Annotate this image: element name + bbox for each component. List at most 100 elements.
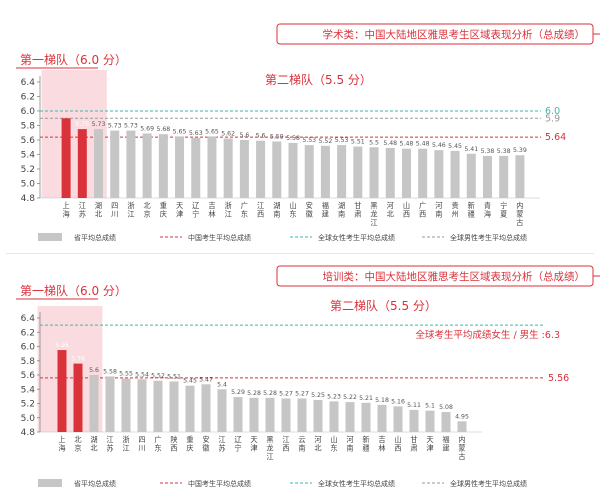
bar	[369, 147, 379, 198]
bar	[153, 380, 163, 432]
legend-label: 中国考生平均总成绩	[188, 233, 251, 242]
y-tick-label: 6.0	[21, 343, 36, 353]
tier2-label: 第二梯队（5.5 分）	[265, 72, 372, 87]
legend-label: 中国考生平均总成绩	[188, 479, 251, 488]
bar	[265, 397, 275, 432]
legend-label: 全球女性考生平均总成绩	[318, 479, 395, 488]
bar-value-label: 5.73	[108, 123, 122, 130]
category-label: 河南	[435, 201, 442, 219]
y-tick-label: 6.4	[21, 314, 36, 324]
legend-label: 全球男性考生平均总成绩	[450, 479, 527, 488]
chart-title: 培训类：中国大陆地区雅思考生区域表现分析（总成绩）	[323, 270, 586, 283]
bar-value-label: 5.6	[239, 132, 249, 139]
legend-label: 全球男性考生平均总成绩	[450, 233, 527, 242]
category-label: 甘肃	[410, 435, 417, 453]
category-label: 天津	[250, 435, 257, 453]
legend-label: 全球女性考生平均总成绩	[318, 233, 395, 242]
bar	[201, 384, 211, 432]
category-label: 青海	[484, 201, 491, 219]
bar-value-label: 5.62	[221, 131, 235, 138]
bar	[482, 155, 492, 198]
bar	[185, 385, 195, 432]
y-tick-label: 5.2	[21, 165, 35, 175]
bar-value-label: 5.38	[497, 148, 511, 155]
category-label: 江西	[257, 201, 264, 219]
category-label: 湖南	[273, 201, 280, 219]
y-tick-label: 5.6	[21, 371, 36, 381]
bar-value-label: 5.48	[383, 140, 397, 147]
category-label: 广东	[154, 435, 161, 453]
bar	[393, 406, 403, 432]
tier2-label: 第二梯队（5.5 分）	[330, 298, 437, 313]
chart-title: 学术类：中国大陆地区雅思考生区域表现分析（总成绩）	[323, 28, 586, 41]
bar	[441, 412, 451, 432]
bar-value-label: 5.51	[351, 139, 365, 146]
bar	[121, 378, 131, 432]
bar-value-label: 5.5	[369, 139, 379, 146]
bar	[345, 402, 355, 432]
bar	[77, 129, 87, 198]
bar-value-label: 5.39	[513, 147, 527, 154]
category-label: 广东	[241, 201, 248, 219]
bar-value-label: 5.63	[189, 130, 203, 137]
academic-bar-chart: 学术类：中国大陆地区雅思考生区域表现分析（总成绩） 第一梯队（6.0 分） 第二梯队…	[16, 23, 600, 242]
bar	[233, 397, 243, 432]
bar	[89, 375, 99, 432]
panel-divider	[6, 253, 594, 254]
y-tick-label: 5.4	[21, 151, 36, 161]
y-tick-label: 6.2	[21, 93, 35, 103]
bar-value-label: 5.25	[311, 392, 325, 399]
bar	[288, 142, 298, 198]
category-label: 辽宁	[192, 201, 199, 219]
y-tick-label: 4.8	[21, 194, 36, 204]
bar	[304, 145, 314, 198]
reference-line-label: 5.56	[548, 373, 569, 384]
general-training-bar-chart: 培训类：中国大陆地区雅思考生区域表现分析（总成绩） 第一梯队（6.0 分） 第二梯队…	[16, 265, 600, 488]
bar	[313, 399, 323, 432]
bar-value-label: 5.18	[375, 397, 389, 404]
bar	[297, 398, 307, 432]
bar	[434, 150, 444, 198]
y-tick-label: 4.8	[21, 428, 36, 438]
y-tick-label: 5.0	[21, 414, 36, 424]
legend-label: 省平均总成绩	[74, 233, 116, 242]
category-label: 安徽	[306, 201, 314, 219]
bar-value-label: 5.48	[400, 141, 414, 148]
category-label: 湖北	[90, 435, 97, 453]
bar	[61, 118, 71, 198]
category-label: 四川	[111, 201, 118, 219]
y-tick-label: 6.0	[21, 107, 36, 117]
bar-value-label: 5.23	[327, 393, 341, 400]
category-label: 安徽	[202, 435, 210, 453]
bar-value-label: 5.38	[481, 148, 495, 155]
bar-value-label: 5.41	[464, 146, 478, 153]
bar-value-label: 5.6	[89, 367, 99, 374]
category-label: 天津	[426, 435, 433, 453]
tier1-label: 第一梯队（6.0 分）	[20, 52, 127, 67]
bar-value-label: 5.28	[247, 390, 261, 397]
global-average-annotation: 全球考生平均成绩女生 / 男生 :6.3	[415, 329, 560, 341]
bar	[409, 409, 419, 432]
bar	[272, 141, 282, 198]
bar-value-label: 5.58	[286, 135, 300, 142]
bar-value-label: 5.16	[391, 398, 405, 405]
bar	[450, 150, 460, 198]
category-label: 天津	[176, 201, 183, 219]
bar	[142, 133, 152, 198]
bar-value-label: 5.21	[359, 395, 373, 402]
category-label: 上海	[58, 435, 65, 453]
bar-value-label: 5.53	[302, 137, 316, 144]
bar	[217, 389, 227, 432]
category-label: 上海	[63, 201, 70, 219]
category-label: 江苏	[218, 435, 225, 453]
category-label: 山西	[403, 201, 410, 219]
bar	[94, 129, 104, 198]
category-label: 吉林	[208, 201, 215, 219]
category-label: 广西	[419, 201, 426, 219]
bar	[169, 381, 179, 432]
category-label: 北京	[74, 435, 81, 453]
y-tick-label: 5.6	[21, 136, 36, 146]
y-tick-label: 5.0	[21, 180, 36, 190]
category-label: 江苏	[106, 435, 113, 453]
y-tick-label: 5.2	[21, 400, 35, 410]
